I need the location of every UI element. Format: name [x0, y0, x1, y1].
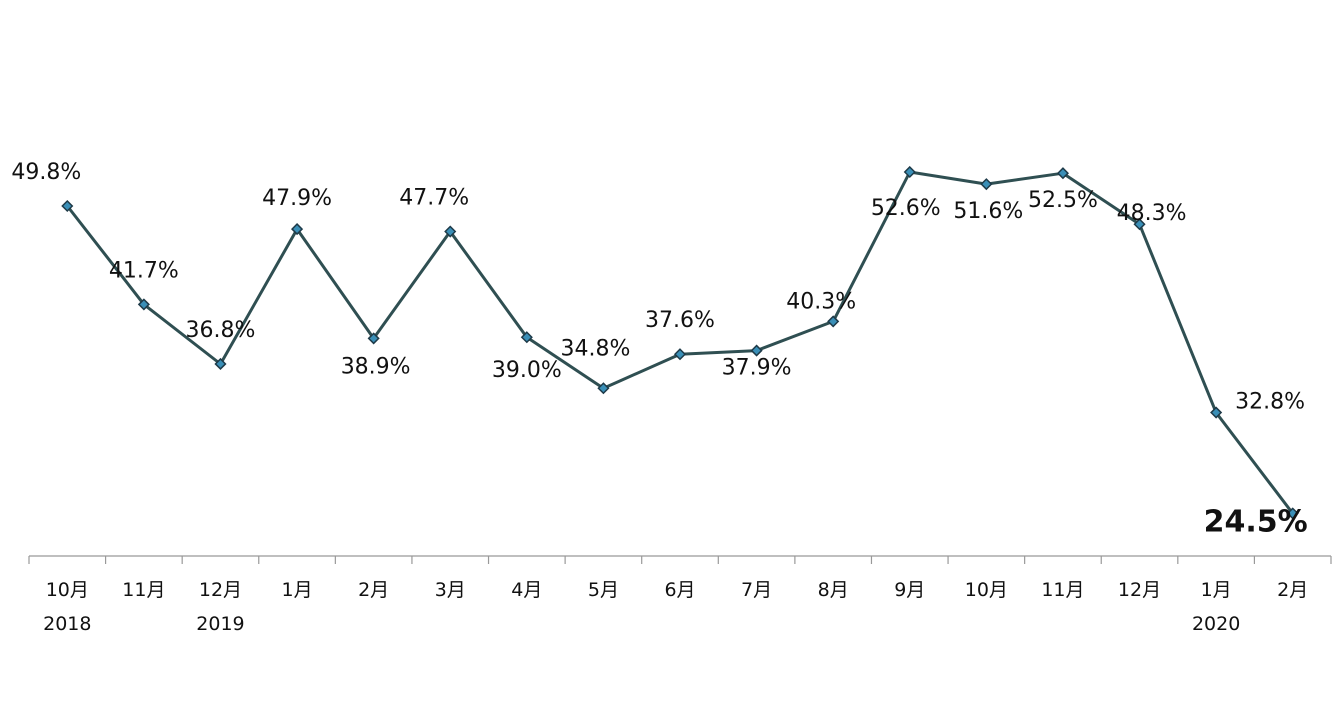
- x-tick-label: 10月: [46, 579, 89, 601]
- data-label: 47.9%: [262, 186, 332, 211]
- x-tick-label: 1月: [1201, 579, 1232, 601]
- x-tick-label: 2月: [358, 579, 389, 601]
- data-label: 51.6%: [953, 199, 1023, 224]
- data-label: 49.8%: [11, 160, 81, 185]
- x-tick-label: 12月: [199, 579, 242, 601]
- data-point: [137, 298, 150, 311]
- x-tick-label: 7月: [741, 579, 772, 601]
- x-tick-label: 1月: [282, 579, 313, 601]
- year-label: 2019: [196, 613, 244, 635]
- x-tick-label: 5月: [588, 579, 619, 601]
- data-point: [903, 165, 916, 179]
- data-point: [520, 331, 533, 344]
- data-label: 34.8%: [560, 336, 630, 361]
- data-label: 52.6%: [871, 196, 941, 221]
- data-label: 52.5%: [1028, 188, 1098, 213]
- data-label: 37.6%: [645, 308, 715, 333]
- data-point: [750, 344, 763, 357]
- data-point: [827, 315, 840, 328]
- year-label: 2020: [1192, 613, 1240, 635]
- x-tick-label: 11月: [1041, 579, 1084, 601]
- data-label: 37.9%: [722, 356, 792, 381]
- data-point: [1133, 218, 1146, 231]
- x-tick-label: 2月: [1277, 579, 1308, 601]
- x-tick-label: 8月: [818, 579, 849, 601]
- x-tick-label: 9月: [894, 579, 925, 601]
- data-point: [367, 332, 380, 345]
- data-label: 41.7%: [109, 258, 179, 283]
- data-label: 40.3%: [786, 289, 856, 314]
- data-label: 38.9%: [341, 354, 411, 379]
- data-point: [444, 225, 457, 238]
- data-point: [61, 199, 74, 213]
- data-point: [980, 178, 993, 191]
- x-tick-label: 11月: [122, 579, 165, 601]
- data-point: [214, 357, 227, 371]
- x-tick-label: 3月: [435, 579, 466, 601]
- data-label: 47.7%: [399, 186, 469, 211]
- x-tick-label: 6月: [664, 579, 695, 601]
- data-label: 36.8%: [186, 318, 256, 343]
- data-point: [1210, 406, 1223, 419]
- data-label: 32.8%: [1235, 390, 1305, 415]
- x-tick-label: 10月: [965, 579, 1008, 601]
- data-label: 24.5%: [1204, 504, 1308, 539]
- data-label: 48.3%: [1117, 201, 1187, 226]
- data-point: [290, 223, 304, 236]
- data-point: [597, 382, 610, 395]
- x-tick-label: 12月: [1118, 579, 1161, 601]
- x-tick-label: 4月: [511, 579, 542, 601]
- data-point: [1286, 507, 1299, 520]
- data-label: 39.0%: [492, 358, 562, 383]
- data-point: [1056, 167, 1070, 180]
- data-point: [673, 348, 687, 361]
- year-label: 2018: [43, 613, 91, 635]
